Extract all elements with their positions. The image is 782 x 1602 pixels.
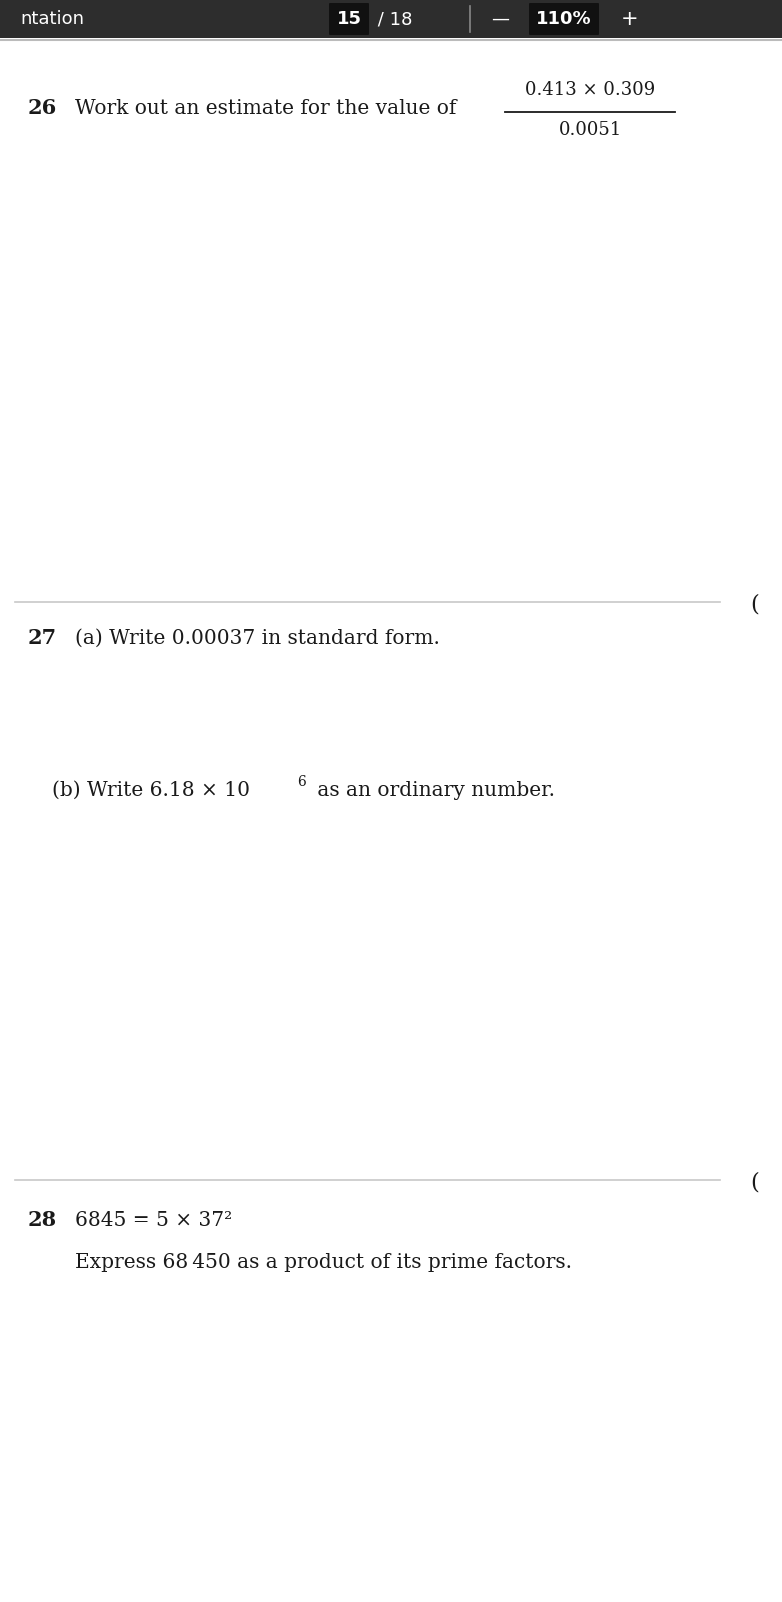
Bar <box>0 0 782 38</box>
Text: 6: 6 <box>297 775 306 790</box>
Text: 0.0051: 0.0051 <box>558 122 622 139</box>
Text: (a) Write 0.00037 in standard form.: (a) Write 0.00037 in standard form. <box>75 628 439 647</box>
Text: 27: 27 <box>28 628 57 647</box>
Text: 110%: 110% <box>536 10 592 27</box>
FancyBboxPatch shape <box>329 3 369 35</box>
Text: +: + <box>621 10 639 29</box>
Text: —: — <box>491 10 509 27</box>
Text: (b) Write 6.18 × 10: (b) Write 6.18 × 10 <box>52 780 250 799</box>
Text: 28: 28 <box>28 1210 57 1230</box>
FancyBboxPatch shape <box>529 3 599 35</box>
Text: / 18: / 18 <box>372 10 412 27</box>
Text: (: ( <box>750 594 759 617</box>
Text: ntation: ntation <box>20 10 84 27</box>
Text: 15: 15 <box>336 10 361 27</box>
Text: 6845 = 5 × 37²: 6845 = 5 × 37² <box>75 1211 232 1229</box>
Text: 26: 26 <box>28 98 57 119</box>
Text: 0.413 × 0.309: 0.413 × 0.309 <box>525 82 655 99</box>
Text: as an ordinary number.: as an ordinary number. <box>311 780 555 799</box>
Text: Express 68 450 as a product of its prime factors.: Express 68 450 as a product of its prime… <box>75 1253 572 1272</box>
Text: Work out an estimate for the value of: Work out an estimate for the value of <box>75 98 457 117</box>
Text: (: ( <box>750 1173 759 1193</box>
